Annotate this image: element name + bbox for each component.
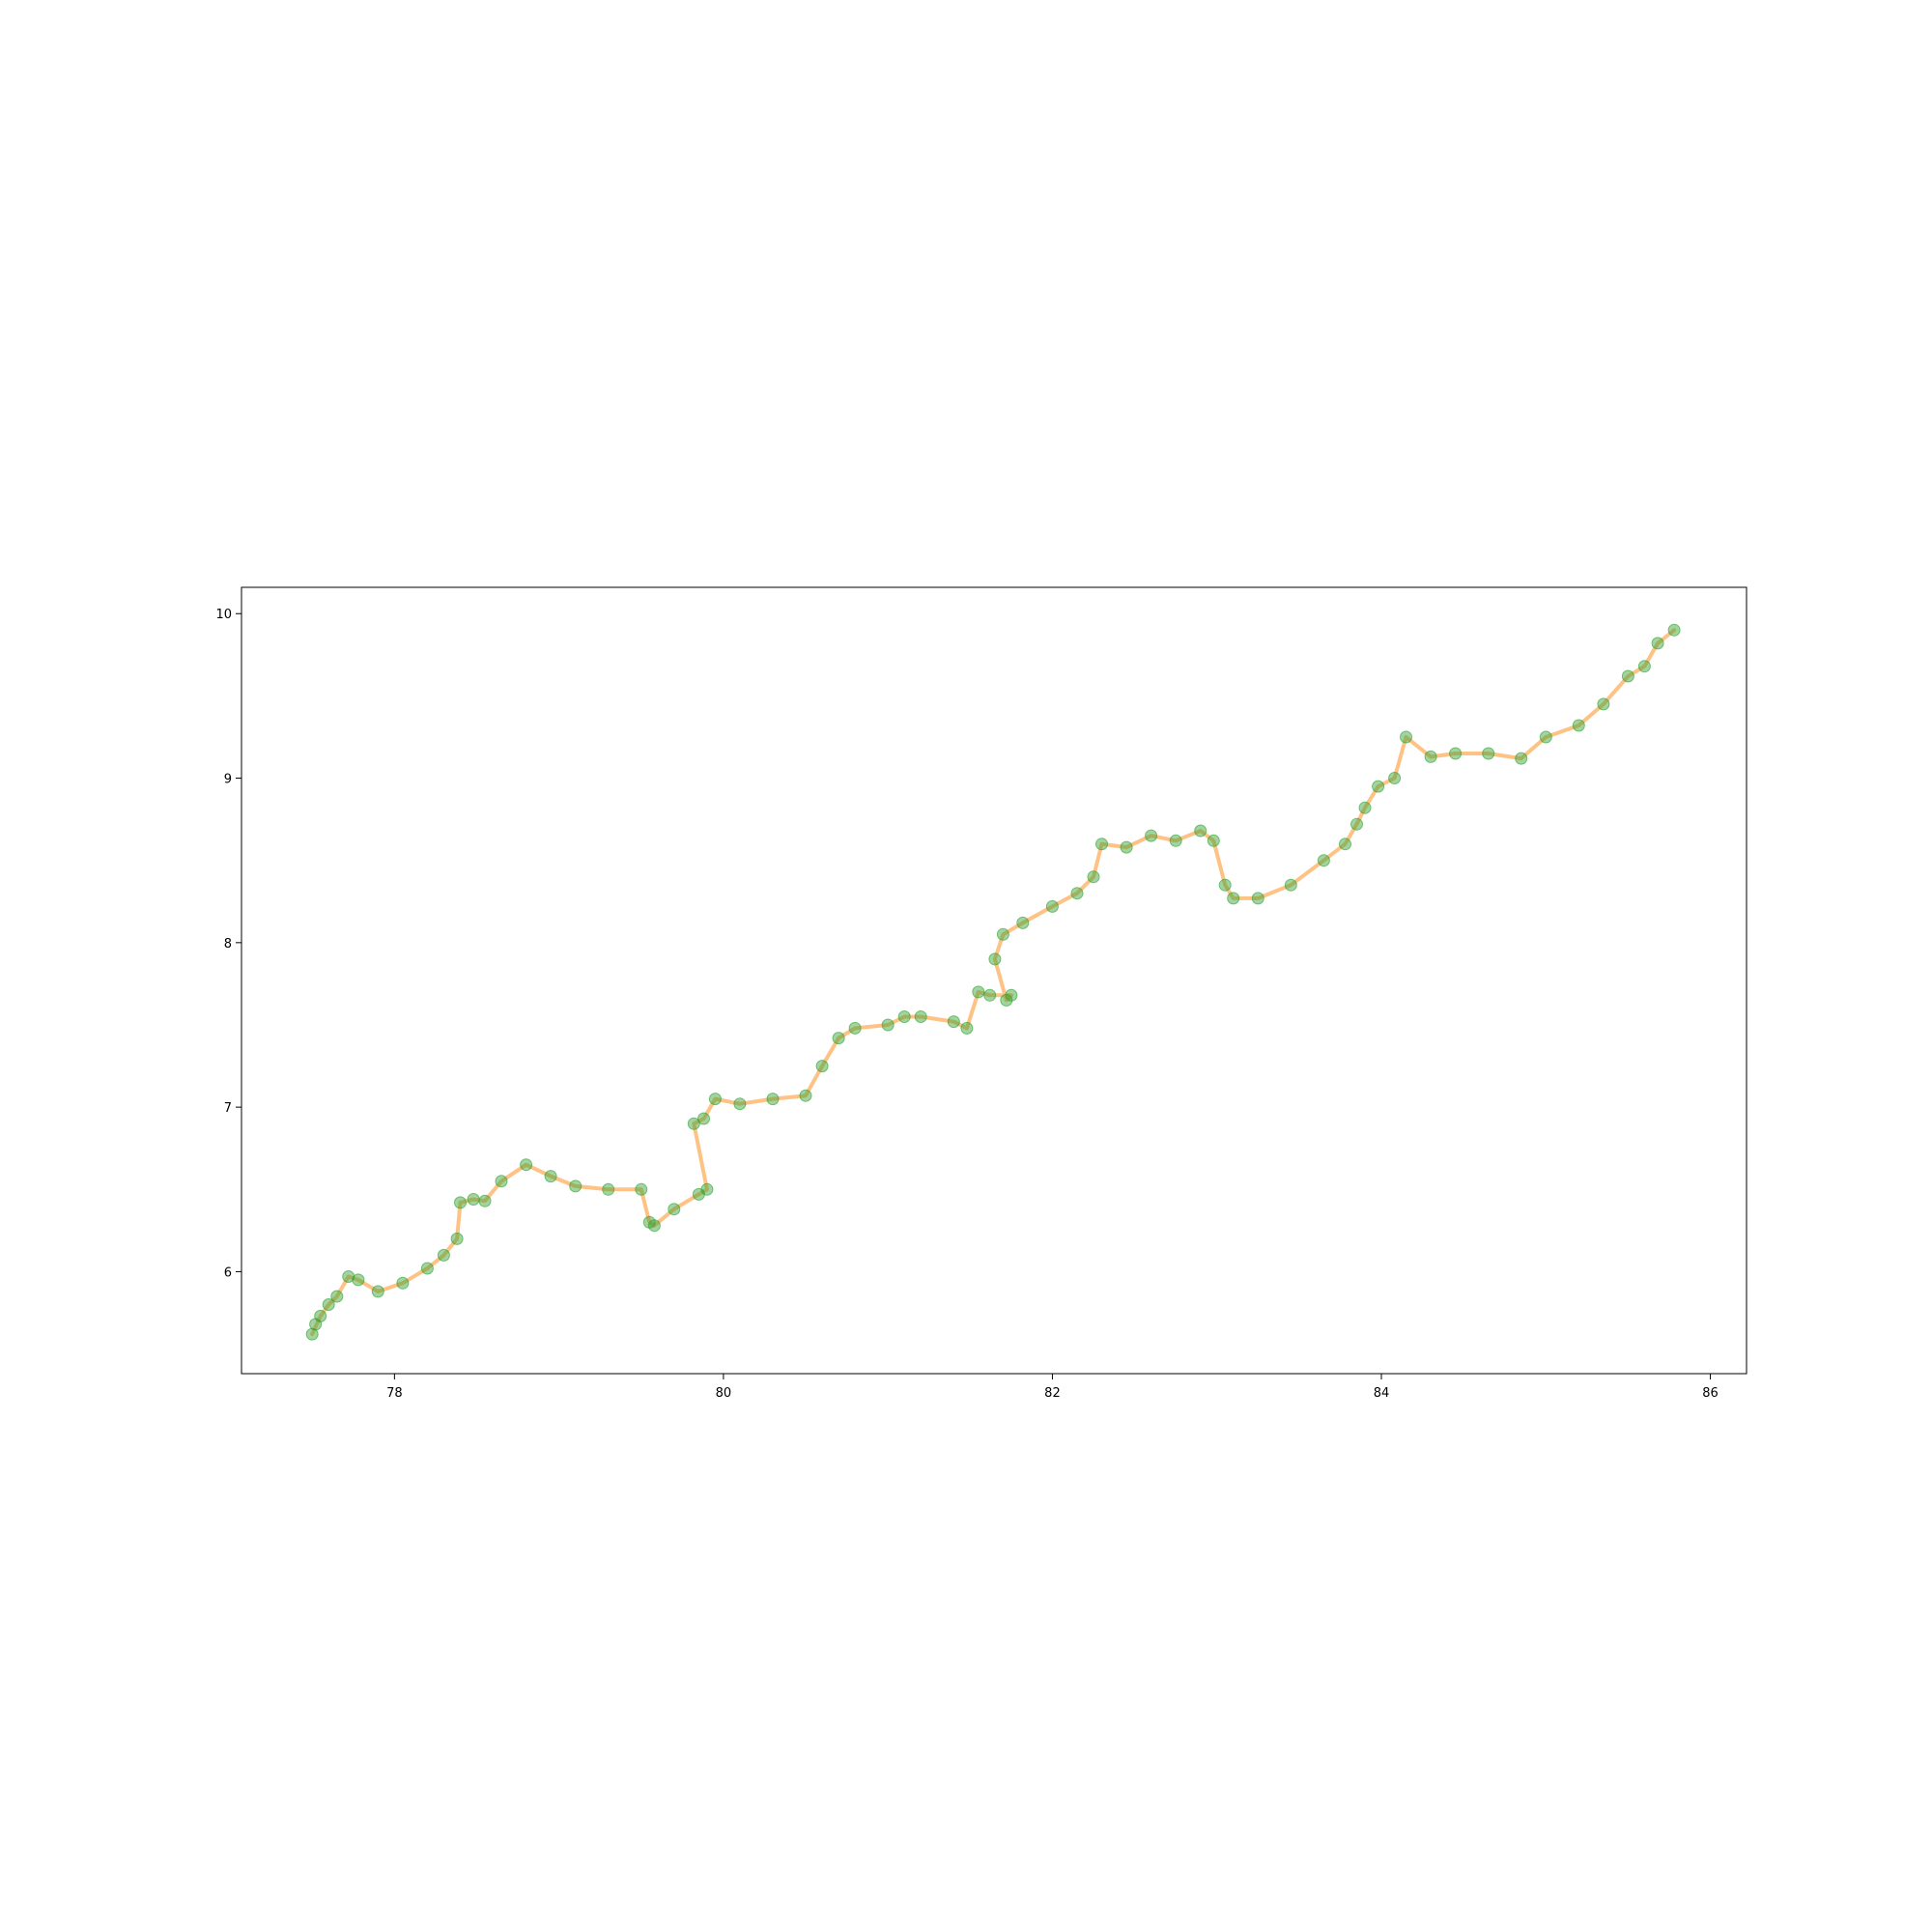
scatter-point (1207, 834, 1220, 847)
scatter-point (1597, 697, 1610, 711)
x-tick-label: 78 (386, 1386, 403, 1401)
y-tick-label: 10 (215, 608, 232, 622)
scatter-point (1070, 887, 1084, 900)
y-tick-label: 6 (224, 1265, 232, 1280)
x-tick-label: 80 (716, 1386, 732, 1401)
scatter-point (848, 1021, 862, 1035)
y-tick-label: 8 (224, 937, 232, 952)
scatter-point (1572, 719, 1585, 732)
scatter-point (314, 1309, 327, 1322)
scatter-point (544, 1170, 557, 1183)
scatter-point (454, 1196, 467, 1209)
scatter-point (322, 1298, 335, 1311)
scatter-point (1251, 892, 1264, 905)
scatter-point (1194, 824, 1208, 838)
scatter-point (668, 1203, 681, 1216)
plot-frame (241, 586, 1747, 1375)
scatter-point (569, 1179, 582, 1193)
plot-area (242, 587, 1747, 1374)
scatter-point (983, 988, 997, 1002)
scatter-point (988, 952, 1002, 966)
scatter-point (1145, 829, 1158, 842)
scatter-point (1120, 840, 1133, 854)
series-layer (305, 623, 1681, 1341)
scatter-point (1000, 993, 1013, 1007)
scatter-point (1539, 730, 1552, 744)
scatter-point (799, 1089, 812, 1102)
y-tick-label: 7 (224, 1101, 232, 1116)
scatter-point (342, 1270, 355, 1283)
scatter-point (352, 1273, 365, 1287)
scatter-point (996, 927, 1009, 941)
x-tick-label: 84 (1374, 1386, 1390, 1401)
scatter-point (437, 1248, 450, 1262)
scatter-point (687, 1117, 700, 1130)
scatter-point (960, 1021, 974, 1035)
x-tick-label: 82 (1044, 1386, 1061, 1401)
scatter-point (697, 1112, 710, 1125)
scatter-point (972, 985, 985, 999)
scatter-point (1637, 660, 1651, 673)
scatter-point (602, 1182, 615, 1196)
scatter-point (450, 1232, 464, 1245)
scatter-point (832, 1032, 845, 1045)
scatter-point (1482, 747, 1495, 760)
scatter-point (708, 1093, 722, 1106)
scatter-point (947, 1015, 960, 1029)
scatter-point (881, 1018, 895, 1032)
scatter-point (1045, 899, 1059, 913)
scatter-point (305, 1327, 319, 1341)
scatter-point (396, 1276, 410, 1290)
scatter-point (1621, 669, 1634, 683)
scatter-point (1424, 750, 1437, 763)
scatter-point (815, 1060, 829, 1073)
y-tick-label: 9 (224, 773, 232, 787)
scatter-point (1372, 780, 1385, 793)
scatter-point (1651, 637, 1664, 650)
scatter-point (1350, 817, 1363, 831)
scatter-point (635, 1182, 648, 1196)
x-tick-label: 86 (1702, 1386, 1719, 1401)
scatter-point (420, 1262, 434, 1275)
scatter-point (1218, 878, 1232, 892)
scatter-point (1095, 838, 1108, 851)
scatter-point (914, 1010, 927, 1023)
scatter-point (1358, 801, 1372, 814)
scatter-point (897, 1010, 911, 1023)
scatter-point (1284, 878, 1297, 892)
scatter-point (1449, 747, 1463, 760)
scatter-point (495, 1175, 508, 1188)
scatter-point (1400, 730, 1412, 744)
scatter-point (1515, 752, 1528, 765)
scatter-point (1087, 870, 1100, 884)
scatter-point (1317, 854, 1330, 867)
scatter-point (1388, 772, 1402, 784)
scatter-point (1016, 916, 1030, 929)
scatter-point (700, 1182, 714, 1196)
scatter-point (1169, 834, 1182, 847)
scatter-point (766, 1093, 780, 1106)
scatter-point (647, 1219, 661, 1233)
scatter-point (467, 1193, 480, 1206)
scatter-point (1339, 838, 1351, 851)
scatter-point (330, 1290, 344, 1303)
scatter-point (733, 1097, 747, 1111)
scatter-point (478, 1194, 492, 1208)
scatter-point (520, 1158, 533, 1172)
scatter-point (1667, 623, 1681, 637)
scatter-point (1005, 988, 1018, 1002)
scatter-point (1227, 892, 1240, 905)
scatter-point (371, 1285, 384, 1298)
